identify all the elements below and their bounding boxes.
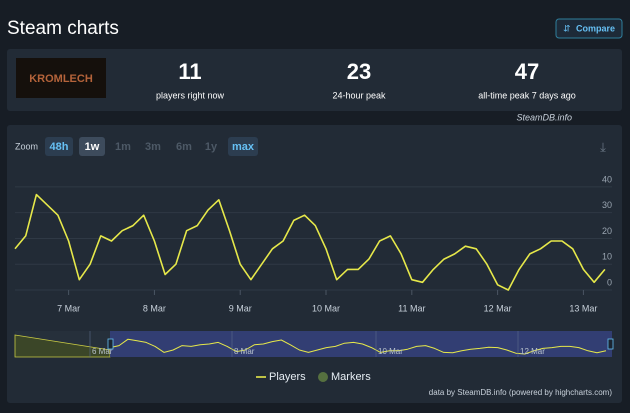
y-tick-label: 0 xyxy=(607,277,612,287)
x-tick-label: 8 Mar xyxy=(143,303,166,313)
navigator-handle[interactable] xyxy=(107,338,114,350)
stat-label: players right now xyxy=(156,90,225,100)
x-tick-label: 11 Mar xyxy=(398,303,425,313)
navigator-label: 10 Mar xyxy=(378,347,403,356)
navigator-label: 8 Mar xyxy=(234,347,255,356)
x-tick-label: 7 Mar xyxy=(57,303,80,313)
x-tick-label: 12 Mar xyxy=(484,303,512,313)
game-logo-text: KROMLECH xyxy=(29,73,93,85)
credit: SteamDB.info xyxy=(516,112,572,122)
legend-label[interactable]: Markers xyxy=(331,371,371,383)
zoom-option[interactable]: 6m xyxy=(176,141,192,153)
x-tick-label: 9 Mar xyxy=(229,303,252,313)
zoom-option[interactable]: 3m xyxy=(145,141,161,153)
y-tick-label: 20 xyxy=(602,226,612,236)
legend-swatch xyxy=(318,372,328,382)
stat-label: 24-hour peak xyxy=(332,90,386,100)
compare-icon: ⇵ xyxy=(563,23,571,33)
line xyxy=(14,193,606,291)
zoom-option[interactable]: 48h xyxy=(50,141,69,153)
navigator-label: 12 Mar xyxy=(520,347,545,356)
y-tick-label: 30 xyxy=(602,200,612,210)
compare-button[interactable] xyxy=(555,18,623,39)
stat-label: all-time peak 7 days ago xyxy=(478,90,576,100)
zoom-option[interactable]: max xyxy=(232,141,255,153)
page-title: Steam charts xyxy=(7,18,119,39)
legend-label[interactable]: Players xyxy=(269,371,306,383)
navigator-handle[interactable] xyxy=(607,338,614,350)
zoom-button[interactable] xyxy=(45,137,73,156)
zoom-option[interactable]: 1y xyxy=(205,141,218,153)
x-tick-label: 10 Mar xyxy=(312,303,340,313)
navigator-line xyxy=(109,338,607,355)
y-tick-label: 40 xyxy=(602,174,612,184)
footer-credit: data by SteamDB.info (powered by highcha… xyxy=(429,388,613,397)
stat-value: 23 xyxy=(347,59,371,84)
stat-value: 11 xyxy=(178,59,201,84)
game-logo xyxy=(16,58,106,98)
zoom-button[interactable] xyxy=(228,137,258,156)
x-tick-label: 13 Mar xyxy=(569,303,597,313)
navigator-label: 6 Mar xyxy=(92,347,113,356)
y-tick-label: 10 xyxy=(602,252,612,262)
zoom-option[interactable]: 1m xyxy=(115,141,131,153)
download-icon[interactable]: ⤓ xyxy=(600,139,606,154)
zoom-label: Zoom xyxy=(15,141,38,151)
zoom-button[interactable] xyxy=(79,137,105,156)
compare-label[interactable]: Compare xyxy=(576,23,615,33)
zoom-option[interactable]: 1w xyxy=(85,141,100,153)
stat-value: 47 xyxy=(515,59,539,84)
stats-panel xyxy=(7,49,622,111)
